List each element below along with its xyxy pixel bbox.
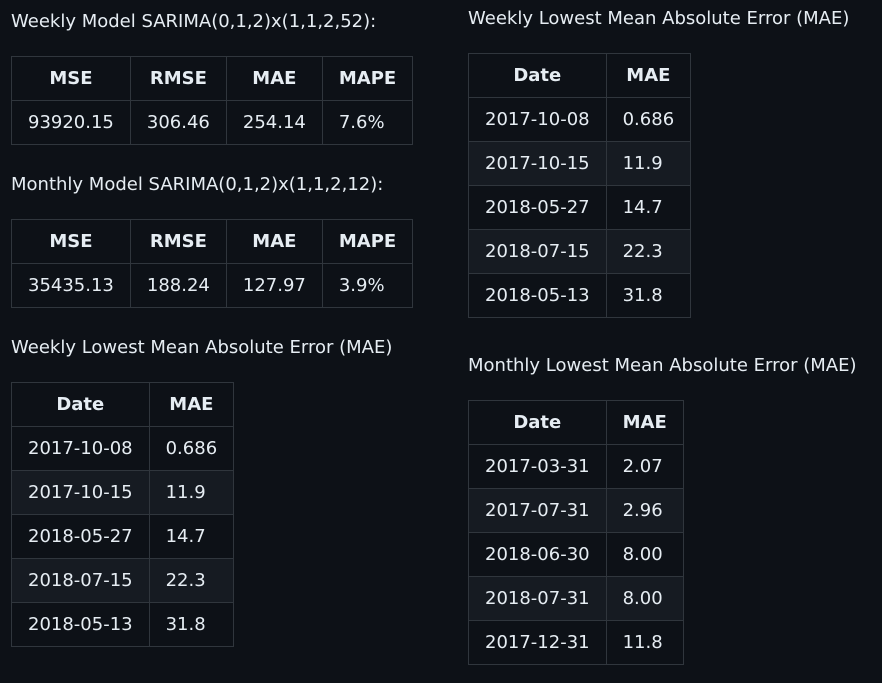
weekly-lowest-mae-title-right: Weekly Lowest Mean Absolute Error (MAE) [468,8,850,29]
weekly-lowest-mae-title: Weekly Lowest Mean Absolute Error (MAE) [11,337,393,358]
table-cell: 306.46 [129,100,227,145]
table-cell: 254.14 [225,100,323,145]
mae-cell: 14.7 [605,185,692,230]
column-header-mae: MAE [605,53,692,98]
table-row: 2018-06-30 8.00 [468,532,684,577]
table-cell: 127.97 [225,263,323,308]
table-cell: 188.24 [129,263,227,308]
column-header-mae: MAE [605,400,684,445]
table-header-row: MSE RMSE MAE MAPE [11,56,414,101]
table-cell: 93920.15 [11,100,131,145]
date-cell: 2018-05-13 [11,602,150,647]
date-cell: 2017-10-08 [11,426,150,471]
monthly-model-metrics-table: MSE RMSE MAE MAPE 35435.13 188.24 127.97… [11,219,414,308]
table-row: 35435.13 188.24 127.97 3.9% [11,263,414,308]
table-row: 2018-05-13 31.8 [11,602,235,647]
mae-cell: 31.8 [148,602,235,647]
table-header-row: Date MAE [468,400,684,445]
weekly-lowest-mae-table-right: Date MAE 2017-10-08 0.686 2017-10-15 11.… [468,53,692,318]
column-header-mae: MAE [148,382,235,427]
weekly-model-title: Weekly Model SARIMA(0,1,2)x(1,1,2,52): [11,11,377,32]
mae-cell: 8.00 [605,532,684,577]
monthly-lowest-mae-title: Monthly Lowest Mean Absolute Error (MAE) [468,355,857,376]
table-row: 2017-07-31 2.96 [468,488,684,533]
mae-cell: 2.07 [605,444,684,489]
table-row: 2017-10-15 11.9 [11,470,235,515]
column-header-mse: MSE [11,219,131,264]
table-header-row: Date MAE [11,382,235,427]
table-cell: 3.9% [321,263,414,308]
table-row: 2017-03-31 2.07 [468,444,684,489]
date-cell: 2018-07-15 [11,558,150,603]
mae-cell: 0.686 [605,97,692,142]
table-row: 2018-05-27 14.7 [11,514,235,559]
date-cell: 2017-10-15 [11,470,150,515]
date-cell: 2017-07-31 [468,488,607,533]
mae-cell: 22.3 [605,229,692,274]
table-row: 93920.15 306.46 254.14 7.6% [11,100,414,145]
weekly-model-metrics-table: MSE RMSE MAE MAPE 93920.15 306.46 254.14… [11,56,414,145]
column-header-mae: MAE [225,56,323,101]
mae-cell: 14.7 [148,514,235,559]
column-header-mae: MAE [225,219,323,264]
table-cell: 35435.13 [11,263,131,308]
mae-cell: 11.9 [148,470,235,515]
date-cell: 2018-05-27 [11,514,150,559]
mae-cell: 8.00 [605,576,684,621]
mae-cell: 22.3 [148,558,235,603]
column-header-mape: MAPE [321,219,414,264]
table-row: 2018-07-31 8.00 [468,576,684,621]
monthly-model-title: Monthly Model SARIMA(0,1,2)x(1,1,2,12): [11,174,384,195]
date-cell: 2017-12-31 [468,620,607,665]
column-header-mse: MSE [11,56,131,101]
mae-cell: 11.9 [605,141,692,186]
column-header-date: Date [11,382,150,427]
date-cell: 2017-10-15 [468,141,607,186]
mae-cell: 11.8 [605,620,684,665]
table-header-row: Date MAE [468,53,692,98]
table-row: 2017-10-15 11.9 [468,141,692,186]
column-header-rmse: RMSE [129,219,227,264]
column-header-date: Date [468,400,607,445]
date-cell: 2017-10-08 [468,97,607,142]
table-cell: 7.6% [321,100,414,145]
mae-cell: 0.686 [148,426,235,471]
table-row: 2017-10-08 0.686 [468,97,692,142]
table-row: 2018-07-15 22.3 [11,558,235,603]
monthly-lowest-mae-table: Date MAE 2017-03-31 2.07 2017-07-31 2.96… [468,400,684,665]
table-header-row: MSE RMSE MAE MAPE [11,219,414,264]
column-header-date: Date [468,53,607,98]
date-cell: 2018-05-27 [468,185,607,230]
column-header-rmse: RMSE [129,56,227,101]
date-cell: 2018-07-15 [468,229,607,274]
table-row: 2018-07-15 22.3 [468,229,692,274]
weekly-lowest-mae-table: Date MAE 2017-10-08 0.686 2017-10-15 11.… [11,382,235,647]
date-cell: 2018-05-13 [468,273,607,318]
mae-cell: 31.8 [605,273,692,318]
column-header-mape: MAPE [321,56,414,101]
date-cell: 2018-06-30 [468,532,607,577]
table-row: 2018-05-27 14.7 [468,185,692,230]
table-row: 2017-12-31 11.8 [468,620,684,665]
date-cell: 2017-03-31 [468,444,607,489]
date-cell: 2018-07-31 [468,576,607,621]
mae-cell: 2.96 [605,488,684,533]
table-row: 2017-10-08 0.686 [11,426,235,471]
table-row: 2018-05-13 31.8 [468,273,692,318]
